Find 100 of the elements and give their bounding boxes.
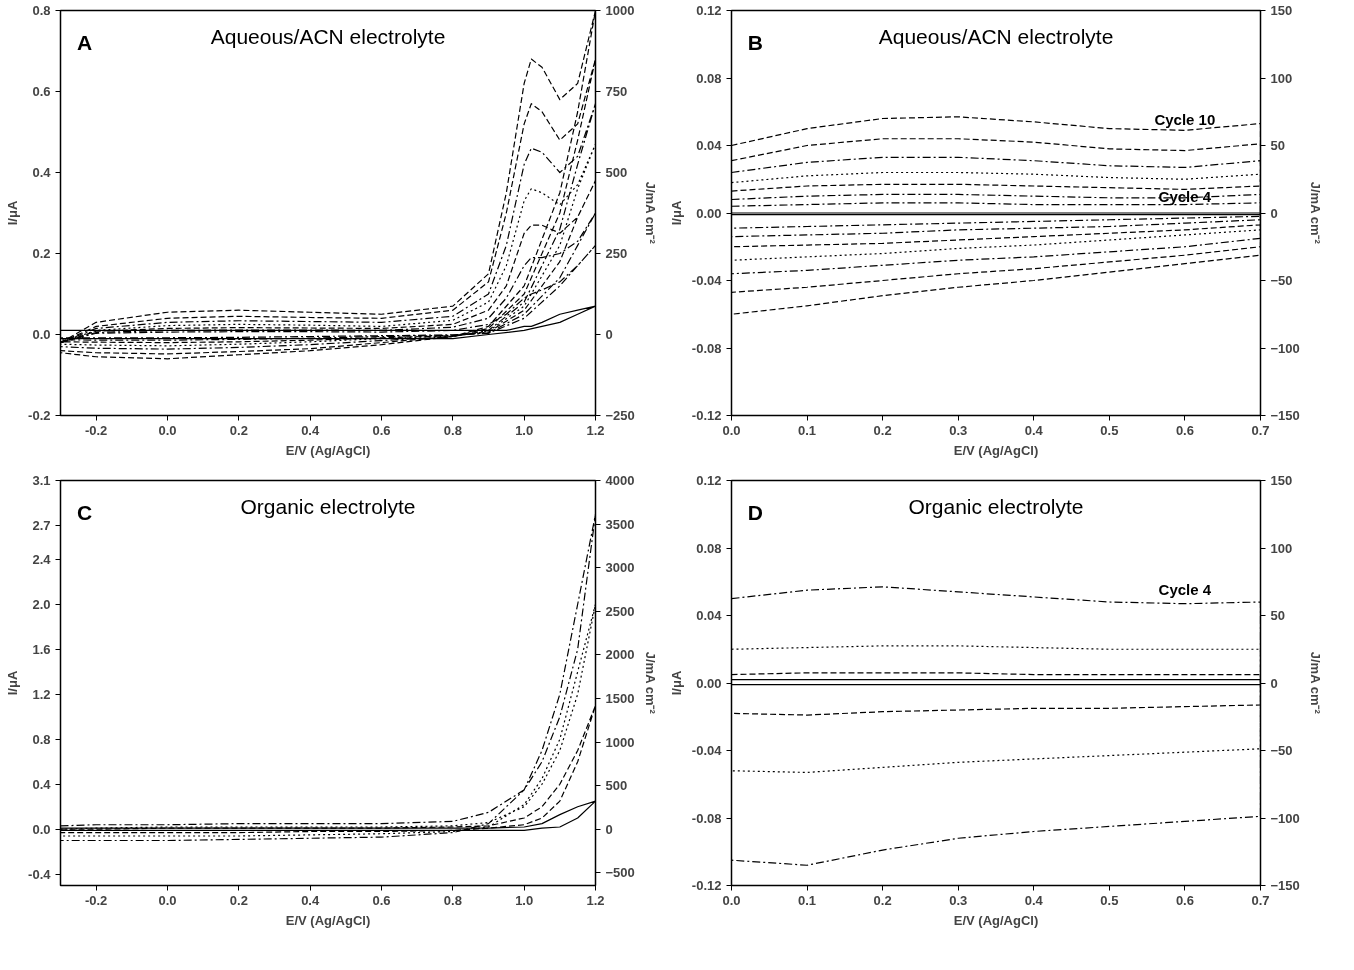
y-tick-label: 0.2 <box>32 246 51 261</box>
y-tick-label: 0.6 <box>32 84 51 99</box>
x-tick-label: -0.2 <box>84 422 108 438</box>
annotation: Cycle 10 <box>1154 110 1216 128</box>
x-axis-title: E/V (Ag/AgCl) <box>285 442 371 458</box>
x-tick-label: 0.8 <box>443 892 462 908</box>
y-tick-label: 0.8 <box>32 3 51 18</box>
y2-tick-label: −250 <box>605 408 635 423</box>
y-axis-title: I/μA <box>668 200 684 226</box>
x-tick-label: 1.2 <box>586 892 605 908</box>
y-tick-label: 0.4 <box>32 165 52 180</box>
annotation: B <box>747 30 763 54</box>
x-tick-label: 0.4 <box>1024 422 1044 438</box>
y-tick-label: -0.08 <box>691 810 722 826</box>
y-axis-title: I/μA <box>5 670 21 696</box>
y2-tick-label: 50 <box>1270 138 1285 153</box>
y2-axis-title: J/mA cm⁻² <box>1307 181 1323 245</box>
y2-tick-label: 2500 <box>605 603 635 619</box>
y-tick-label: 1.2 <box>32 686 51 702</box>
x-tick-label: 0.0 <box>158 892 177 908</box>
x-tick-label: 1.0 <box>515 422 534 438</box>
x-tick-label: 1.0 <box>515 892 534 908</box>
x-tick-label: 0.8 <box>443 422 462 438</box>
x-tick-label: 0.7 <box>1251 422 1270 438</box>
y-tick-label: -0.12 <box>691 878 722 893</box>
x-tick-label: 0.5 <box>1100 422 1119 438</box>
y-tick-label: 0.04 <box>696 608 723 623</box>
y2-tick-label: 1000 <box>605 3 635 18</box>
text: Aqueous/ACN electrolyte <box>878 24 1114 48</box>
x-tick-label: 0.6 <box>1175 892 1194 908</box>
y2-tick-label: −150 <box>1270 878 1300 893</box>
x-axis-title: E/V (Ag/AgCl) <box>953 442 1039 458</box>
y2-tick-label: 50 <box>1270 608 1285 623</box>
y-tick-label: 2.4 <box>32 551 52 567</box>
x-tick-label: 0.4 <box>301 892 320 908</box>
y-axis-title: I/μA <box>668 670 684 696</box>
y2-tick-label: 250 <box>605 246 628 261</box>
y-axis-title: I/μA <box>5 200 21 226</box>
y2-tick-label: 0 <box>1270 675 1278 691</box>
x-tick-label: 0.1 <box>798 892 817 908</box>
x-tick-label: 0.7 <box>1251 892 1270 908</box>
x-tick-label: 0.4 <box>301 422 320 438</box>
y2-tick-label: 150 <box>1270 3 1293 18</box>
text: Aqueous/ACN electrolyte <box>210 24 446 48</box>
y2-tick-label: 100 <box>1270 70 1293 86</box>
y2-tick-label: 3000 <box>605 560 635 576</box>
y2-tick-label: 500 <box>605 778 628 794</box>
x-tick-label: 0.0 <box>722 422 741 438</box>
x-tick-label: 0.3 <box>949 892 968 908</box>
y2-tick-label: −150 <box>1270 408 1300 423</box>
y2-tick-label: 0 <box>605 327 613 342</box>
y-tick-label: 0.04 <box>696 138 723 153</box>
y2-tick-label: −500 <box>605 865 635 881</box>
y2-tick-label: 1500 <box>605 690 635 706</box>
x-tick-label: 0.5 <box>1100 892 1119 908</box>
y2-axis-title: J/mA cm⁻² <box>642 181 658 245</box>
y2-tick-label: 2000 <box>605 647 635 663</box>
annotation: Cycle 4 <box>1158 187 1212 205</box>
text: Organic electrolyte <box>908 494 1084 518</box>
y-tick-label: 0.12 <box>696 473 722 488</box>
y-tick-label: 0.08 <box>696 540 722 556</box>
annotation: A <box>76 30 93 54</box>
x-tick-label: -0.2 <box>84 892 108 908</box>
y-tick-label: 0.00 <box>696 675 722 691</box>
y-tick-label: -0.08 <box>691 340 722 356</box>
y2-tick-label: 100 <box>1270 540 1293 556</box>
y-tick-label: 1.6 <box>32 641 51 657</box>
y-tick-label: 0.0 <box>32 327 51 342</box>
y-tick-label: 3.1 <box>32 473 51 488</box>
y-tick-label: 0.4 <box>32 776 52 792</box>
text: Organic electrolyte <box>240 494 416 518</box>
y2-tick-label: 4000 <box>605 473 635 488</box>
x-tick-label: 0.2 <box>873 892 892 908</box>
y2-axis-title: J/mA cm⁻² <box>642 651 658 715</box>
y2-tick-label: 500 <box>605 165 628 180</box>
x-tick-label: 0.4 <box>1024 892 1044 908</box>
y-tick-label: 0.00 <box>696 205 722 221</box>
y2-tick-label: 150 <box>1270 473 1293 488</box>
y-tick-label: -0.04 <box>691 743 723 758</box>
x-tick-label: 0.1 <box>798 422 817 438</box>
y-tick-label: 2.0 <box>32 596 51 612</box>
y2-tick-label: −100 <box>1270 340 1300 356</box>
annotation: D <box>747 500 763 524</box>
x-tick-label: 0.2 <box>873 422 892 438</box>
y-tick-label: 0.08 <box>696 70 722 86</box>
y2-tick-label: 3500 <box>605 516 635 532</box>
x-tick-label: 0.6 <box>372 892 391 908</box>
x-tick-label: 0.3 <box>949 422 968 438</box>
y2-tick-label: 0 <box>1270 205 1278 221</box>
y-tick-label: 2.7 <box>32 518 51 533</box>
y-tick-label: 0.0 <box>32 821 51 837</box>
y-tick-label: 0.12 <box>696 3 722 18</box>
annotation: Cycle 4 <box>1158 580 1212 598</box>
x-tick-label: 0.6 <box>1175 422 1194 438</box>
y-tick-label: -0.4 <box>28 866 52 882</box>
y2-tick-label: −50 <box>1270 743 1293 758</box>
x-tick-label: 1.2 <box>586 422 605 438</box>
x-tick-label: 0.2 <box>229 892 248 908</box>
y-tick-label: -0.2 <box>28 408 51 423</box>
x-tick-label: 0.0 <box>722 892 741 908</box>
